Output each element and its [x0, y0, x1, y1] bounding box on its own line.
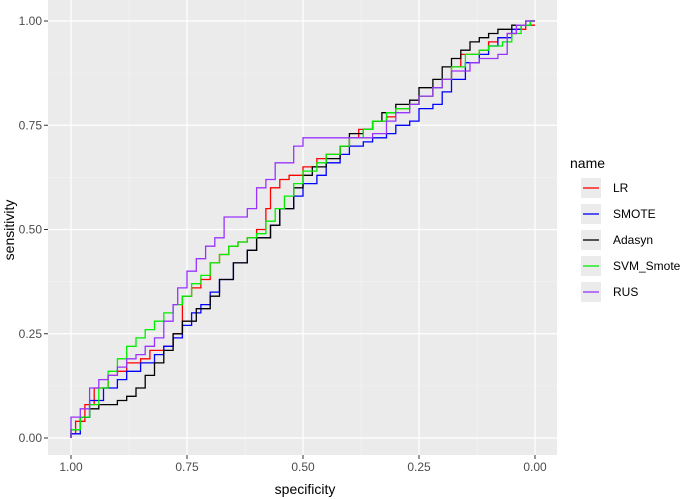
x-tick-label: 0.25	[407, 460, 431, 474]
x-axis: 1.00 0.75 0.50 0.25 0.00	[59, 455, 547, 474]
x-tick-label: 1.00	[59, 460, 83, 474]
x-tick-label: 0.75	[175, 460, 199, 474]
y-axis-title: sensitivity	[1, 200, 17, 261]
legend: name LR SMOTE Adasyn SVM_Smote RUS	[570, 155, 681, 302]
legend-label: Adasyn	[613, 233, 653, 247]
series-layer	[70, 20, 535, 438]
y-tick-label: 0.75	[19, 118, 43, 132]
legend-label: RUS	[613, 285, 638, 299]
x-axis-title: specificity	[275, 481, 336, 497]
legend-title: name	[570, 155, 605, 171]
series-line-adasyn	[70, 20, 535, 438]
y-axis: 0.00 0.25 0.50 0.75 1.00	[19, 14, 48, 445]
y-tick-label: 0.00	[19, 431, 43, 445]
x-tick-label: 0.00	[523, 460, 547, 474]
legend-label: LR	[613, 181, 629, 195]
x-tick-label: 0.50	[291, 460, 315, 474]
y-tick-label: 0.50	[19, 223, 43, 237]
legend-label: SMOTE	[613, 207, 656, 221]
y-tick-label: 1.00	[19, 14, 43, 28]
y-tick-label: 0.25	[19, 327, 43, 341]
grid-lines	[48, 0, 557, 455]
legend-label: SVM_Smote	[613, 259, 681, 273]
series-line-rus	[70, 20, 535, 438]
